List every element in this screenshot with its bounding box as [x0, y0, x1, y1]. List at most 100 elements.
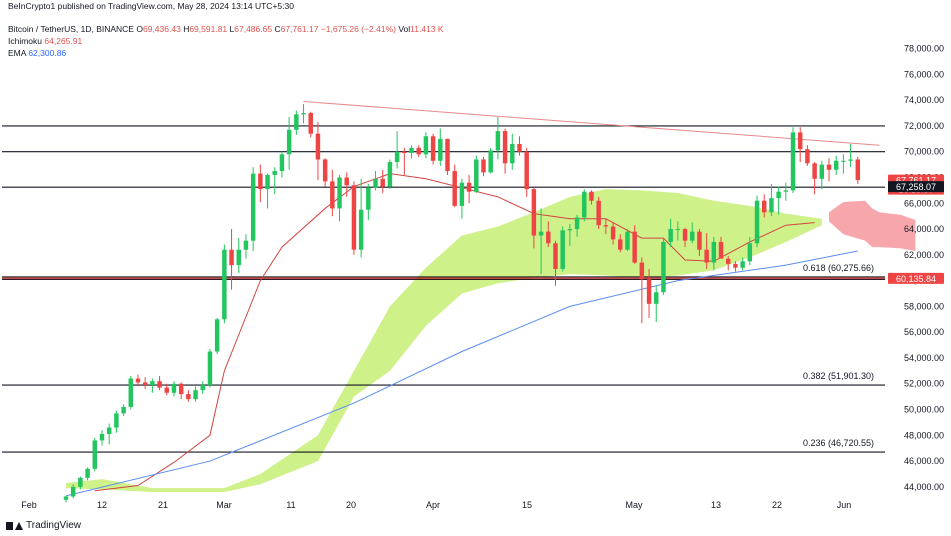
- support-zone: [2, 277, 885, 280]
- candle-body: [193, 390, 198, 400]
- candle-body: [675, 229, 681, 231]
- candle-body: [286, 129, 292, 155]
- candle-body: [157, 381, 162, 388]
- candle-body: [265, 174, 270, 190]
- volume-label: Vol: [398, 24, 411, 34]
- candle-body: [394, 151, 400, 163]
- candle-body: [582, 191, 587, 218]
- candle-body: [459, 182, 465, 206]
- candle-body: [200, 385, 205, 391]
- candle-body: [430, 136, 436, 161]
- candle-body: [546, 231, 551, 244]
- candle-body: [106, 427, 112, 434]
- candle-body: [553, 243, 558, 270]
- candle-body: [135, 378, 141, 383]
- candle-body: [589, 191, 594, 201]
- candle-body: [63, 496, 69, 500]
- candle-body: [85, 468, 90, 478]
- ema-legend[interactable]: EMA 62,300.86: [8, 48, 66, 58]
- trendline: [303, 100, 880, 146]
- candle-body: [99, 434, 105, 441]
- candle-body: [214, 319, 220, 352]
- candle-body: [207, 351, 213, 386]
- candle-body: [704, 249, 709, 263]
- price-tag: [888, 181, 944, 193]
- x-tick-label: Feb: [21, 500, 37, 510]
- candle-body: [718, 241, 724, 259]
- candle-body: [452, 171, 457, 206]
- candle-body: [632, 231, 637, 263]
- candle-body: [661, 241, 666, 293]
- fib-label: 0.382 (51,901.30): [803, 371, 874, 381]
- candle-body: [445, 138, 450, 172]
- candle-body: [380, 178, 385, 187]
- cloud-bull: [66, 189, 822, 492]
- candle-body: [495, 131, 501, 151]
- candle-body: [301, 113, 306, 115]
- y-tick-label: 78,000.00: [904, 44, 944, 54]
- candle-body: [510, 144, 515, 164]
- x-tick-label: 13: [711, 500, 721, 510]
- candles: [63, 104, 861, 503]
- candle-body: [92, 440, 98, 469]
- candle-body: [243, 240, 249, 250]
- candle-body: [855, 159, 861, 181]
- high-value: 69,591.81: [189, 24, 228, 34]
- candle-body: [279, 154, 285, 172]
- candle-body: [330, 181, 335, 209]
- candle-body: [70, 486, 76, 497]
- ema-value: 62,300.86: [28, 48, 67, 58]
- publish-text: BeInCrypto1 published on TradingView.com…: [8, 1, 294, 11]
- candle-body: [618, 239, 623, 250]
- candle-body: [754, 200, 760, 244]
- y-tick-label: 62,000.00: [904, 250, 944, 260]
- ichimoku-legend[interactable]: Ichimoku 64,265.91: [8, 36, 82, 46]
- candle-body: [272, 171, 277, 175]
- candle-body: [805, 149, 810, 164]
- candle-body: [841, 160, 846, 162]
- ema-label: EMA: [8, 48, 26, 58]
- y-tick-label: 72,000.00: [904, 121, 944, 131]
- x-tick-label: May: [625, 500, 643, 510]
- candle-body: [812, 163, 817, 179]
- tradingview-logo[interactable]: TradingView: [6, 520, 81, 531]
- x-tick-label: 21: [158, 500, 168, 510]
- candle-body: [639, 262, 645, 280]
- candle-body: [668, 229, 673, 242]
- y-tick-label: 56,000.00: [904, 327, 944, 337]
- candle-body: [308, 113, 313, 134]
- candle-body: [610, 226, 616, 240]
- candle-body: [114, 413, 119, 428]
- candle-body: [142, 382, 148, 386]
- candle-body: [697, 231, 702, 250]
- candle-body: [826, 164, 832, 170]
- fib-label: 0.618 (60,275.66): [803, 263, 874, 273]
- y-tick-label: 58,000.00: [904, 301, 944, 311]
- x-tick-label: 15: [522, 500, 532, 510]
- candle-body: [625, 231, 630, 250]
- price-tag-label: 60,135.84: [896, 274, 936, 284]
- candle-body: [711, 241, 717, 263]
- candle-body: [186, 394, 191, 400]
- candle-body: [258, 173, 263, 190]
- candle-body: [222, 249, 227, 320]
- ichimoku-label: Ichimoku: [8, 36, 43, 46]
- open-value: 69,436.43: [142, 24, 181, 34]
- time-axis: Feb 12 21 Mar 11 20 Apr 15 May 13 22 Jun: [21, 500, 851, 510]
- candle-body: [315, 133, 321, 160]
- candle-body: [150, 381, 155, 386]
- candle-body: [366, 187, 371, 210]
- x-tick-label: Mar: [216, 500, 232, 510]
- y-tick-label: 50,000.00: [904, 405, 944, 415]
- candle-body: [337, 177, 342, 209]
- ichimoku-cloud: [66, 189, 916, 492]
- candle-body: [747, 243, 753, 262]
- symbol-label[interactable]: Bitcoin / TetherUS, 1D, BINANCE: [8, 24, 134, 34]
- candle-body: [517, 144, 522, 152]
- close-label: C: [274, 24, 281, 34]
- ohlc-line: Bitcoin / TetherUS, 1D, BINANCE O69,436.…: [8, 24, 444, 34]
- y-tick-label: 46,000.00: [904, 456, 944, 466]
- candle-body: [833, 160, 839, 170]
